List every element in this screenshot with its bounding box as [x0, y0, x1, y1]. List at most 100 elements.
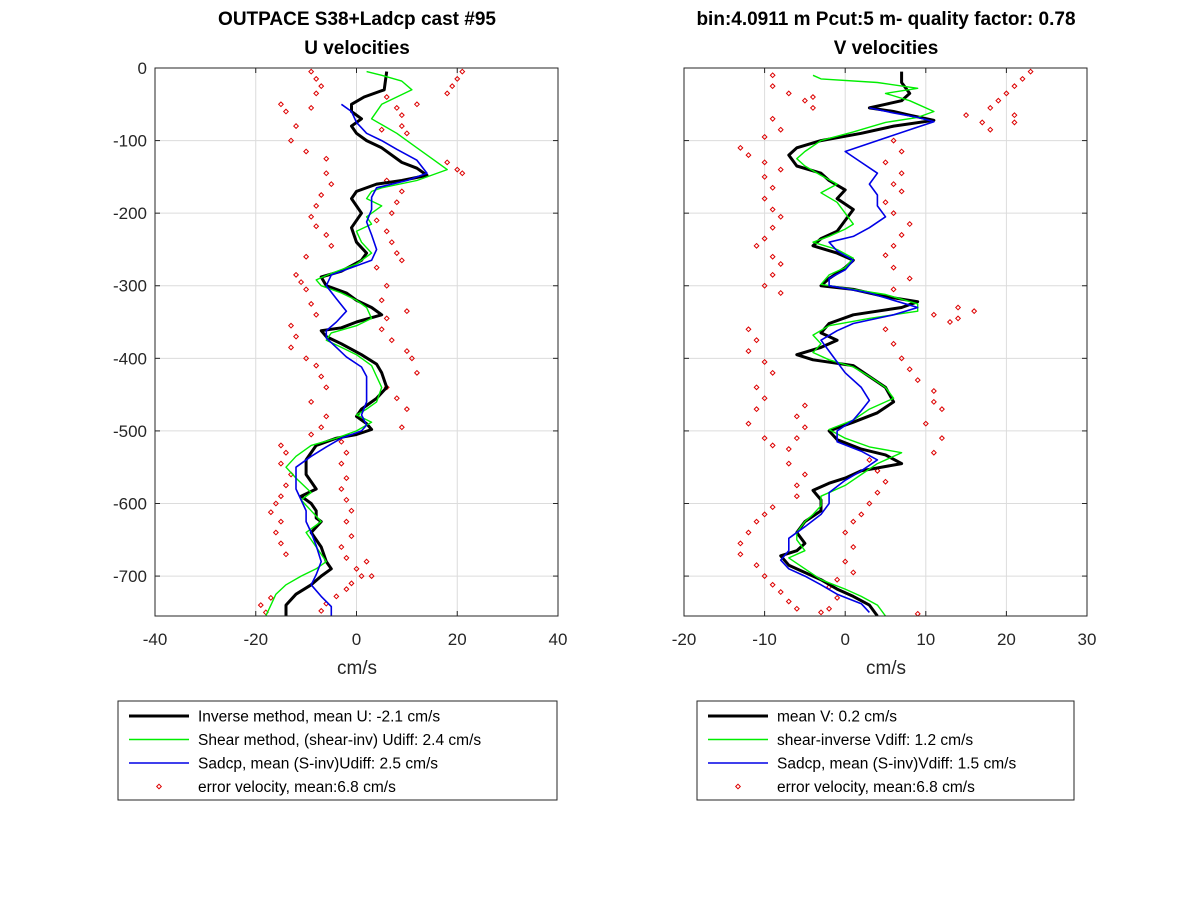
error-velocity-point — [769, 369, 776, 376]
error-velocity-point — [383, 228, 390, 235]
error-velocity-point — [288, 322, 295, 329]
error-velocity-point — [866, 456, 873, 463]
error-velocity-point — [318, 607, 325, 614]
error-velocity-point — [1027, 68, 1034, 75]
error-velocity-point — [272, 500, 279, 507]
error-velocity-point — [343, 518, 350, 525]
x-tick-label: 20 — [448, 630, 467, 649]
error-velocity-point — [906, 275, 913, 282]
error-velocity-point — [834, 576, 841, 583]
series-shear-line — [788, 74, 935, 616]
error-velocity-point — [785, 90, 792, 97]
u-velocity-panel: OUTPACE S38+Ladcp cast #95 U velocities … — [113, 9, 567, 801]
error-velocity-point — [333, 593, 340, 600]
error-velocity-point — [383, 315, 390, 322]
error-velocity-point — [403, 308, 410, 315]
error-velocity-point — [267, 594, 274, 601]
y-tick-label: -500 — [113, 422, 147, 441]
error-velocity-point — [769, 442, 776, 449]
error-velocity-point — [277, 493, 284, 500]
x-tick-label: 30 — [1078, 630, 1097, 649]
error-velocity-point — [343, 496, 350, 503]
error-velocity-point — [459, 170, 466, 177]
error-velocity-point — [308, 300, 315, 307]
error-velocity-point — [277, 540, 284, 547]
error-velocity-point — [378, 326, 385, 333]
error-velocity-point — [761, 358, 768, 365]
error-velocity-point — [338, 544, 345, 551]
error-velocity-point — [318, 373, 325, 380]
error-velocity-point — [955, 315, 962, 322]
legend-box — [117, 700, 558, 801]
error-velocity-point — [785, 460, 792, 467]
error-velocity-point — [890, 286, 897, 293]
error-velocity-point — [303, 355, 310, 362]
error-velocity-point — [882, 159, 889, 166]
error-velocity-point — [383, 282, 390, 289]
error-velocity-point — [777, 289, 784, 297]
error-velocity-point — [398, 257, 405, 264]
x-tick-label: 20 — [997, 630, 1016, 649]
error-velocity-point — [267, 509, 274, 516]
error-velocity-point — [753, 406, 760, 413]
error-velocity-point — [313, 311, 320, 318]
error-velocity-point — [403, 406, 410, 413]
error-velocity-point — [343, 449, 350, 456]
left-title-line1: OUTPACE S38+Ladcp cast #95 — [218, 9, 496, 30]
error-velocity-point — [761, 573, 768, 580]
error-velocity-point — [761, 511, 768, 518]
v-plot-area: -20 -10 0 10 20 30 — [672, 67, 1097, 649]
error-velocity-point — [761, 395, 768, 402]
error-velocity-point — [793, 482, 800, 489]
error-velocity-point — [454, 166, 461, 173]
error-velocity-point — [850, 569, 857, 576]
error-velocity-point — [882, 326, 889, 333]
error-velocity-point — [282, 449, 289, 456]
error-velocity-point — [930, 449, 937, 456]
error-velocity-point — [753, 337, 760, 344]
error-velocity-point — [328, 242, 335, 249]
error-velocity-point — [769, 581, 776, 588]
legend-entry-label: Sadcp, mean (S-inv)Udiff: 2.5 cm/s — [198, 756, 438, 773]
error-velocity-point — [898, 170, 905, 177]
left-xlabel: cm/s — [337, 658, 377, 679]
u-legend: Inverse method, mean U: -2.1 cm/s Shear m… — [117, 700, 558, 801]
error-velocity-point — [898, 148, 905, 155]
error-velocity-point — [393, 395, 400, 402]
error-velocity-point — [277, 518, 284, 525]
error-velocity-point — [313, 202, 320, 209]
x-tick-label: 0 — [352, 630, 361, 649]
error-velocity-point — [303, 148, 310, 155]
error-velocity-point — [318, 424, 325, 431]
error-velocity-point — [444, 159, 451, 166]
error-velocity-point — [890, 340, 897, 347]
legend-entry-label: Inverse method, mean U: -2.1 cm/s — [198, 709, 440, 726]
error-velocity-point — [987, 126, 994, 133]
legend-entry-label: mean V: 0.2 cm/s — [777, 709, 897, 726]
error-velocity-point — [914, 610, 921, 616]
error-velocity-point — [979, 119, 986, 126]
error-velocity-point — [745, 326, 752, 333]
left-title-line2: U velocities — [304, 38, 410, 59]
legend-swatch-error — [734, 783, 742, 790]
error-velocity-point — [769, 253, 776, 260]
error-velocity-point — [308, 213, 315, 220]
error-velocity-point — [946, 319, 953, 326]
error-velocity-point — [890, 181, 897, 188]
error-velocity-point — [930, 311, 937, 318]
error-velocity-point — [761, 195, 768, 202]
error-velocity-point — [257, 602, 264, 609]
error-velocity-point — [293, 271, 300, 278]
legend-entry-label: Sadcp, mean (S-inv)Vdiff: 1.5 cm/s — [777, 756, 1016, 773]
v-velocity-panel: bin:4.0911 m Pcut:5 m- quality factor: 0… — [672, 9, 1097, 801]
error-velocity-point — [293, 123, 300, 130]
error-velocity-point — [761, 235, 768, 242]
error-velocity-point — [338, 460, 345, 467]
error-velocity-point — [343, 586, 350, 593]
error-velocity-point — [393, 250, 400, 257]
error-velocity-point — [1011, 112, 1018, 119]
error-velocity-point — [809, 94, 816, 101]
error-velocity-point — [318, 83, 325, 90]
y-tick-label: -700 — [113, 567, 147, 586]
error-velocity-point — [801, 471, 808, 478]
